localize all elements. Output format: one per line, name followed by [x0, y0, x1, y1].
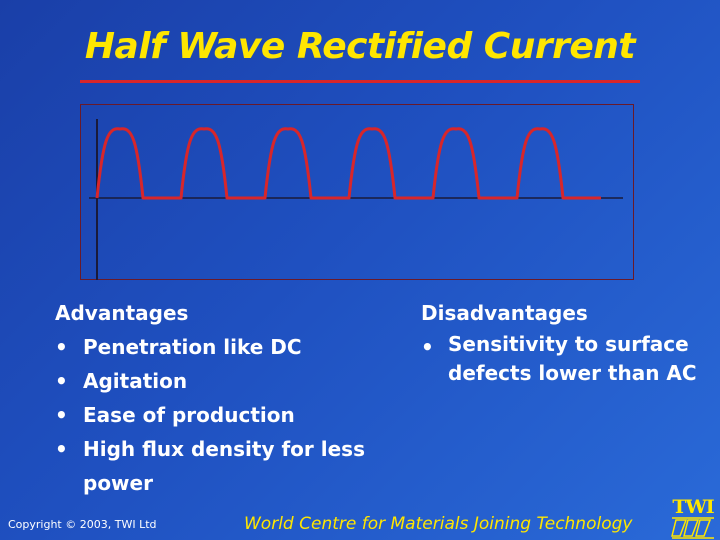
waveform-diagram — [80, 104, 634, 280]
advantages-item-text: Agitation — [83, 369, 188, 393]
twi-logo-text: TWI — [672, 496, 714, 518]
disadvantages-heading: Disadvantages — [421, 301, 588, 325]
twi-logo: TWI — [668, 496, 718, 540]
advantages-heading: Advantages — [55, 301, 189, 325]
bullet: • — [421, 335, 434, 359]
advantages-item-text: Ease of production — [83, 403, 295, 427]
waveform-svg — [89, 119, 623, 280]
copyright-notice: Copyright © 2003, TWI Ltd — [8, 518, 157, 531]
bullet: • — [55, 437, 68, 461]
title-underline — [80, 80, 640, 83]
disadvantages-item: • Sensitivity to surface defects lower t… — [421, 330, 711, 388]
slide-title: Half Wave Rectified Current — [84, 26, 636, 67]
bullet: • — [55, 403, 68, 427]
advantages-column: Advantages • Penetration like DC • Agita… — [55, 296, 395, 500]
advantages-item: • High flux density for less power — [55, 432, 395, 500]
advantages-item-text: Penetration like DC — [83, 335, 302, 359]
disadvantages-column: Disadvantages • Sensitivity to surface d… — [421, 296, 711, 388]
rectified-current-wave — [95, 127, 601, 200]
advantages-item: • Ease of production — [55, 398, 395, 432]
advantages-item: • Agitation — [55, 364, 395, 398]
footer-tagline: World Centre for Materials Joining Techn… — [244, 514, 633, 534]
advantages-item: • Penetration like DC — [55, 330, 395, 364]
advantages-item-text: High flux density for less power — [83, 437, 365, 495]
bullet: • — [55, 369, 68, 393]
disadvantages-item-text: Sensitivity to surface defects lower tha… — [448, 332, 697, 385]
bullet: • — [55, 335, 68, 359]
twi-logo-mark — [671, 517, 714, 539]
